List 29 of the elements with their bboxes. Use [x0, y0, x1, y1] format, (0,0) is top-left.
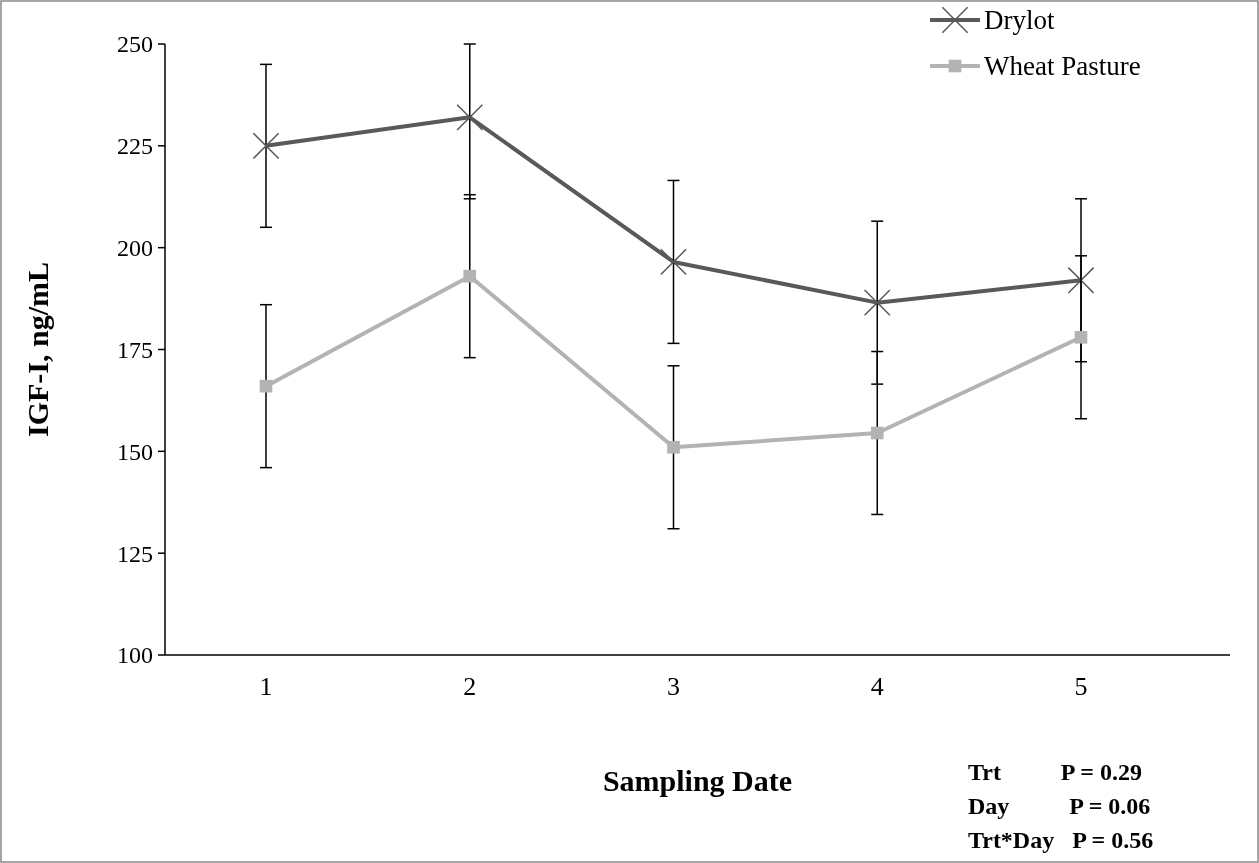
y-tick-label: 225: [117, 133, 153, 160]
text: Trt P = 0.29: [968, 759, 1142, 785]
point: [660, 248, 687, 276]
point: [463, 269, 477, 283]
x-tick-label: 1: [259, 672, 273, 701]
point: [863, 289, 891, 317]
point: [870, 426, 884, 440]
point: [667, 440, 680, 454]
y-tick-label: 125: [117, 540, 153, 567]
y-tick-label: 175: [117, 336, 153, 363]
point: [259, 379, 273, 393]
y-tick-label: 100: [117, 642, 153, 669]
y-tick-label: 150: [117, 438, 153, 465]
y-tick-label: 200: [117, 235, 153, 262]
point: [456, 103, 484, 131]
text: Day P = 0.06: [968, 793, 1151, 819]
point: [1067, 266, 1095, 294]
point: [252, 132, 280, 160]
text: Trt*Day P = 0.56: [968, 827, 1154, 853]
x-tick-label: 4: [870, 672, 884, 701]
x-axis-title: Sampling Date: [602, 764, 793, 797]
legend-label: Wheat Pasture: [984, 51, 1141, 82]
x-tick-label: 3: [667, 672, 680, 701]
point: [1074, 330, 1088, 344]
legend-label: Drylot: [984, 5, 1055, 36]
x-tick-label: 2: [463, 672, 477, 701]
x-tick-label: 5: [1074, 672, 1088, 701]
y-tick-label: 250: [117, 31, 153, 58]
y-axis-title: IGF-I, ng/mL: [21, 261, 54, 438]
